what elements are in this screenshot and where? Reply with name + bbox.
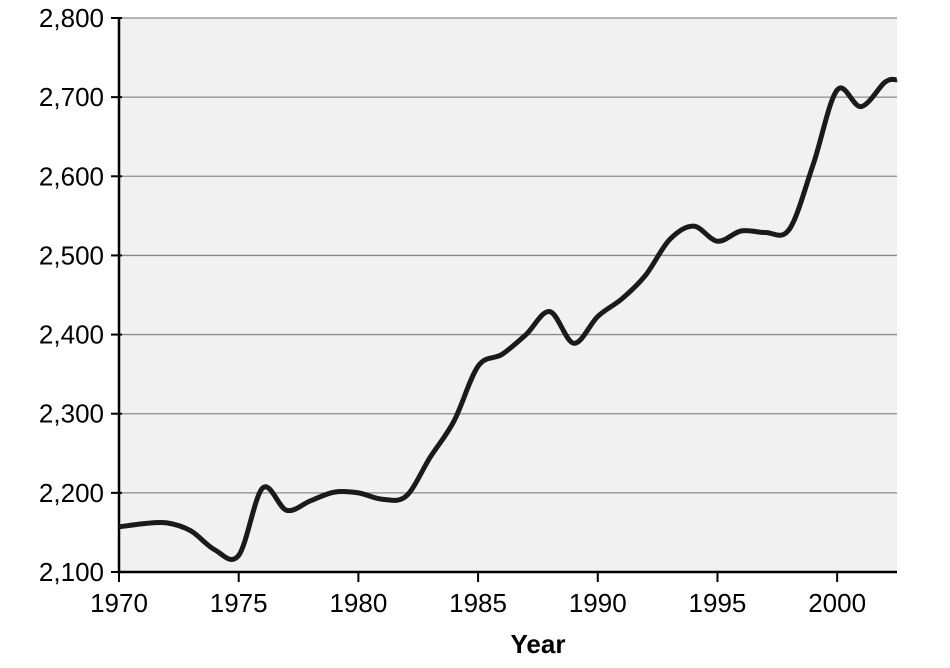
x-tick-label: 1995 <box>689 588 747 618</box>
y-tick-label: 2,600 <box>39 161 104 191</box>
x-tick-label: 1975 <box>210 588 268 618</box>
x-axis-title: Year <box>510 629 566 659</box>
y-tick-label: 2,800 <box>39 3 104 33</box>
x-tick-label: 1990 <box>569 588 627 618</box>
x-tick-label: 1985 <box>449 588 507 618</box>
x-tick-label: 1970 <box>90 588 148 618</box>
y-tick-label: 2,400 <box>39 320 104 350</box>
x-tick-label: 1980 <box>329 588 387 618</box>
plot-area <box>119 18 897 572</box>
y-tick-label: 2,100 <box>39 557 104 587</box>
y-tick-label: 2,700 <box>39 82 104 112</box>
y-tick-label: 2,200 <box>39 478 104 508</box>
y-tick-label: 2,300 <box>39 399 104 429</box>
x-tick-label: 2000 <box>808 588 866 618</box>
data-line <box>118 76 898 562</box>
y-tick-label: 2,500 <box>39 240 104 270</box>
